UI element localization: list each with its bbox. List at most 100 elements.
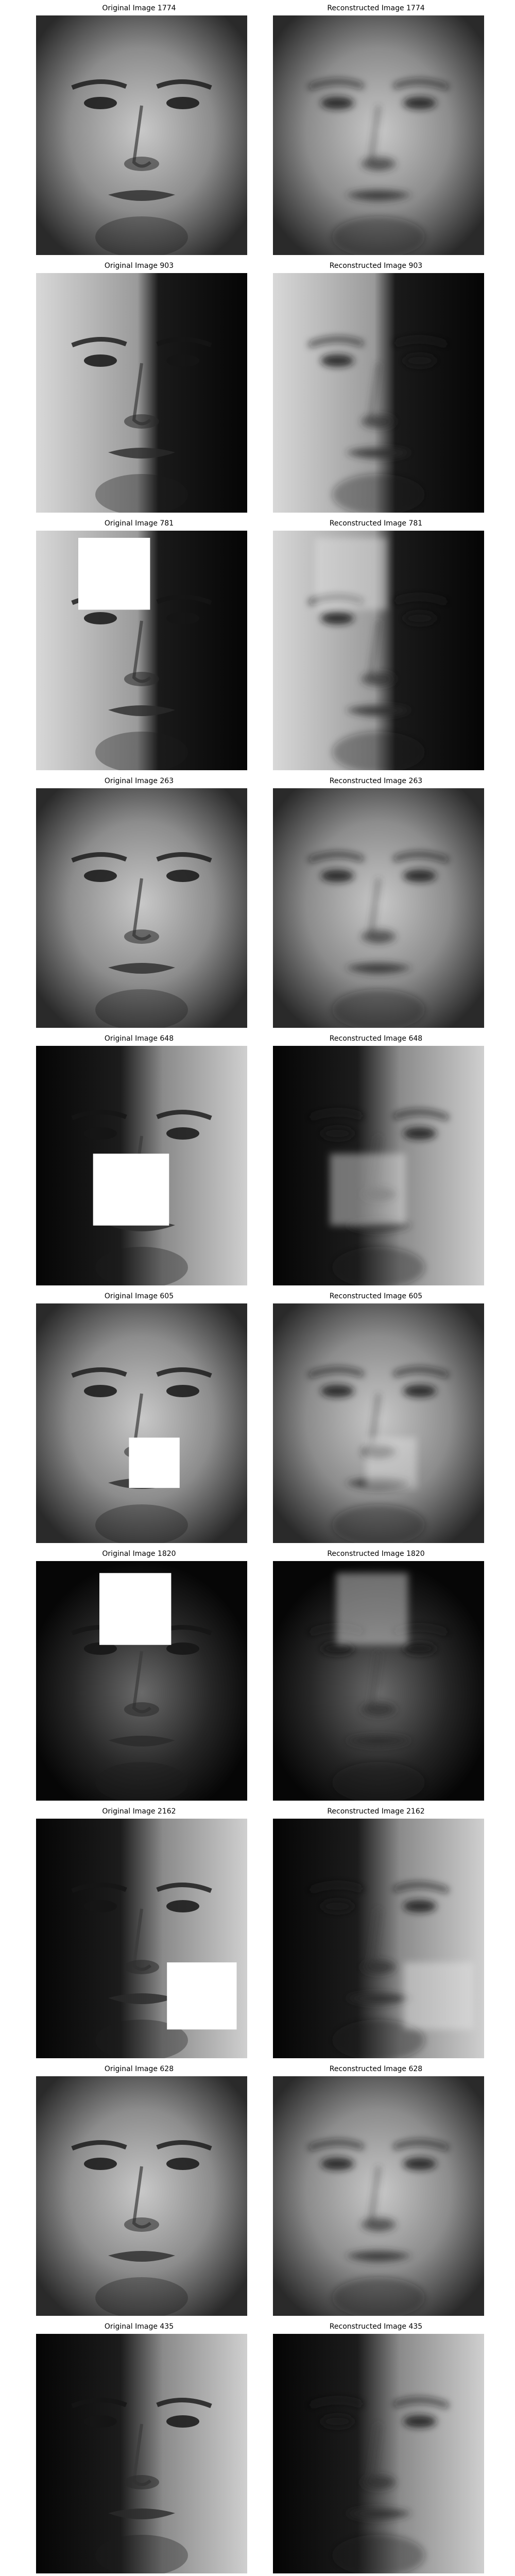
comparison-row: Original Image 605 Reconstructed Image 60… [0,1288,515,1546]
comparison-row: Original Image 1820 Reconstructed Image 1… [0,1546,515,1803]
original-face-image [36,273,247,513]
face-features [308,852,449,1028]
face-shading [273,273,484,513]
face-shading [273,15,484,255]
face-shading [273,1303,484,1543]
reconstructed-image-title: Reconstructed Image 648 [329,1035,423,1043]
reconstructed-image-title: Reconstructed Image 263 [329,777,423,785]
face-features [71,852,212,1028]
original-image-title: Original Image 781 [104,519,174,528]
comparison-row: Original Image 435 Reconstructed Image 43… [0,2318,515,2576]
face-features [308,2397,449,2573]
reconstructed-panel: Reconstructed Image 1820 [265,1546,487,1803]
reconstructed-image-title: Reconstructed Image 2162 [327,1807,425,1816]
reconstruction-artifact [366,1437,417,1488]
reconstructed-face-image [273,1303,484,1543]
reconstructed-panel: Reconstructed Image 648 [265,1030,487,1288]
reconstructed-panel: Reconstructed Image 781 [265,515,487,773]
reconstruction-artifact [404,1962,474,2030]
original-panel: Original Image 1774 [28,0,250,258]
original-face-image [36,1046,247,1285]
original-image-title: Original Image 2162 [102,1807,176,1816]
comparison-row: Original Image 263 Reconstructed Image 26… [0,773,515,1030]
face-features [308,594,449,770]
occlusion-patch [167,1962,237,2030]
original-face-image [36,1303,247,1543]
original-panel: Original Image 781 [28,515,250,773]
reconstructed-image-title: Reconstructed Image 903 [329,262,423,270]
face-shading [273,788,484,1028]
reconstruction-artifact [315,537,387,610]
original-image-title: Original Image 628 [104,2065,174,2073]
original-face-image [36,2076,247,2316]
face-features [71,2397,212,2573]
face-shading [36,273,247,513]
reconstructed-image-title: Reconstructed Image 605 [329,1292,423,1300]
original-image-title: Original Image 435 [104,2323,174,2331]
original-panel: Original Image 2162 [28,1803,250,2061]
reconstructed-face-image [273,1046,484,1285]
original-face-image [36,788,247,1028]
face-features [308,2140,449,2316]
occlusion-patch [93,1154,169,1226]
reconstructed-image-title: Reconstructed Image 435 [329,2323,423,2331]
face-features [71,1882,212,2058]
reconstructed-image-title: Reconstructed Image 1820 [327,1550,425,1558]
original-panel: Original Image 1820 [28,1546,250,1803]
face-features [71,336,212,513]
occlusion-patch [78,537,150,610]
reconstructed-face-image [273,2076,484,2316]
original-face-image [36,531,247,770]
original-image-title: Original Image 1820 [102,1550,176,1558]
face-features [71,79,212,255]
reconstructed-face-image [273,2334,484,2573]
face-shading [273,2334,484,2573]
original-panel: Original Image 648 [28,1030,250,1288]
face-shading [36,2334,247,2573]
reconstructed-image-title: Reconstructed Image 1774 [327,4,425,12]
comparison-row: Original Image 781 Reconstructed Image 78… [0,515,515,773]
original-face-image [36,15,247,255]
reconstructed-panel: Reconstructed Image 605 [265,1288,487,1546]
reconstructed-panel: Reconstructed Image 1774 [265,0,487,258]
face-shading [36,2076,247,2316]
comparison-row: Original Image 903 Reconstructed Image 90… [0,258,515,515]
reconstructed-panel: Reconstructed Image 2162 [265,1803,487,2061]
original-face-image [36,2334,247,2573]
original-panel: Original Image 903 [28,258,250,515]
reconstructed-face-image [273,788,484,1028]
original-panel: Original Image 435 [28,2318,250,2576]
original-face-image [36,1561,247,1801]
occlusion-patch [99,1573,171,1645]
face-features [308,79,449,255]
reconstructed-panel: Reconstructed Image 263 [265,773,487,1030]
reconstructed-face-image [273,273,484,513]
face-features [71,2140,212,2316]
comparison-row: Original Image 648 Reconstructed Image 64… [0,1030,515,1288]
reconstructed-face-image [273,531,484,770]
comparison-row: Original Image 2162 Reconstructed Image 2… [0,1803,515,2061]
original-image-title: Original Image 1774 [102,4,176,12]
original-image-title: Original Image 903 [104,262,174,270]
face-shading [36,1303,247,1543]
face-features [308,336,449,513]
reconstructed-image-title: Reconstructed Image 781 [329,519,423,528]
original-image-title: Original Image 263 [104,777,174,785]
occlusion-patch [129,1437,180,1488]
original-panel: Original Image 605 [28,1288,250,1546]
comparison-row: Original Image 1774 Reconstructed Image 1… [0,0,515,258]
reconstructed-panel: Reconstructed Image 903 [265,258,487,515]
reconstruction-artifact [330,1154,406,1226]
reconstructed-face-image [273,15,484,255]
original-face-image [36,1819,247,2058]
face-shading [36,15,247,255]
original-panel: Original Image 263 [28,773,250,1030]
comparison-row: Original Image 628 Reconstructed Image 62… [0,2061,515,2318]
face-shading [273,2076,484,2316]
reconstructed-face-image [273,1561,484,1801]
reconstructed-panel: Reconstructed Image 435 [265,2318,487,2576]
reconstruction-artifact [336,1573,408,1645]
reconstructed-image-title: Reconstructed Image 628 [329,2065,423,2073]
face-features [308,1882,449,2058]
